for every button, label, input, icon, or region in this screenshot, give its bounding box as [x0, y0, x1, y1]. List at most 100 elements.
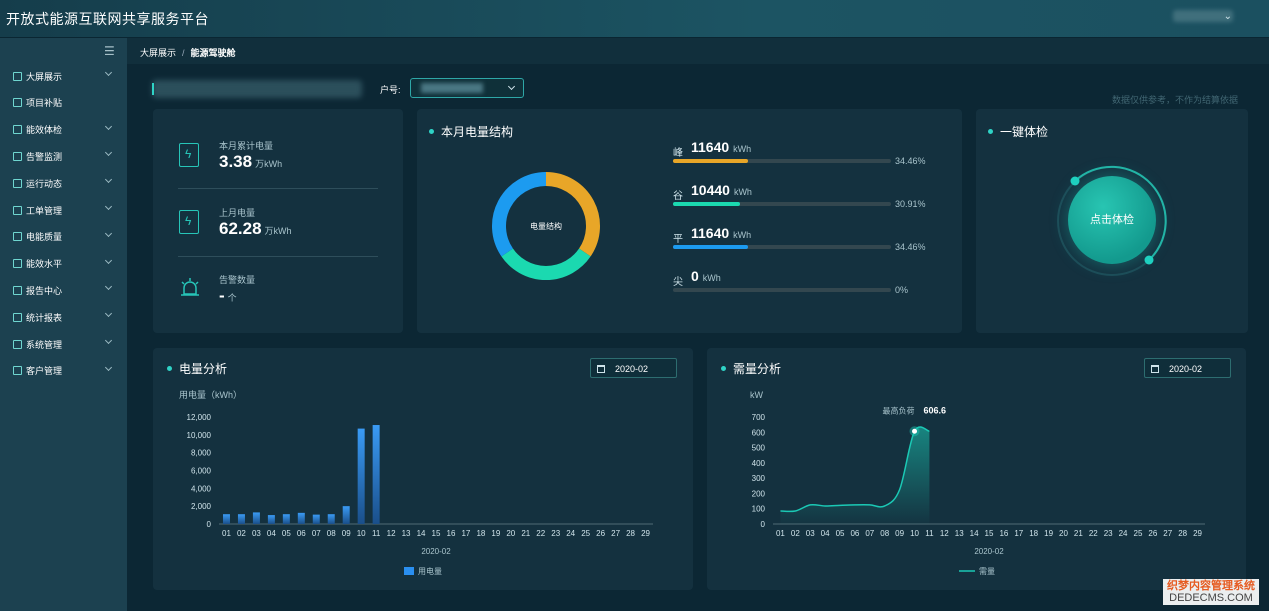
breadcrumb-separator: /	[182, 48, 185, 58]
watermark-line1: 织梦内容管理系统	[1167, 580, 1255, 592]
chevron-down-icon[interactable]: ⌄	[1223, 11, 1232, 22]
x-tick-label: 24	[566, 529, 575, 538]
x-tick-label: 04	[821, 529, 830, 538]
x-tick-label: 02	[237, 529, 246, 538]
y-tick-label: 12,000	[187, 413, 212, 422]
bar[interactable]	[267, 515, 275, 524]
donut-slice[interactable]	[501, 248, 591, 280]
rate-name: 平	[673, 234, 683, 245]
y-tick-label: 0	[761, 520, 766, 529]
account-value	[421, 83, 483, 93]
rate-progress-fill	[673, 202, 741, 206]
electric-meter-icon: ϟ	[179, 143, 199, 167]
x-tick-label: 23	[1104, 529, 1113, 538]
x-tick-label: 18	[476, 529, 485, 538]
stat-label: 上月电量	[219, 208, 256, 218]
customer-icon	[13, 366, 22, 376]
demand-line[interactable]	[780, 426, 930, 513]
rate-progress-track	[673, 202, 891, 206]
checkup-button[interactable]: 点击体检	[1068, 176, 1156, 264]
stat-value: -个	[219, 286, 237, 305]
donut-slice[interactable]	[545, 172, 600, 257]
grid-icon	[13, 125, 22, 135]
accent-bar	[152, 83, 154, 95]
sidebar-item[interactable]: 告警监测	[0, 146, 127, 166]
sidebar-item[interactable]: 客户管理	[0, 361, 127, 381]
stat-value: 62.28 万kWh	[219, 219, 292, 238]
sidebar-item[interactable]: 能效体检	[0, 120, 127, 140]
month-picker[interactable]: 2020-02	[1144, 358, 1231, 378]
sidebar-item[interactable]: 工单管理	[0, 200, 127, 220]
menu-collapse-icon[interactable]: ☰	[104, 44, 115, 58]
y-tick-label: 4,000	[191, 484, 212, 493]
demand-area-chart: kW 0 100 200 300 400 500 600 700 01 02 03 04 05 06 07 08…	[750, 390, 1205, 576]
bar[interactable]	[357, 428, 365, 524]
app-title: 开放式能源互联网共享服务平台	[6, 11, 209, 27]
x-tick-label: 29	[1193, 529, 1202, 538]
sidebar-item[interactable]: 报告中心	[0, 280, 127, 300]
rate-row: 平 11640 kWh 34.46%	[673, 225, 926, 255]
monitor-icon	[13, 71, 22, 81]
x-tick-label: 05	[836, 529, 845, 538]
bar[interactable]	[237, 514, 245, 524]
x-tick-label: 19	[1044, 529, 1053, 538]
breadcrumb-root[interactable]: 大屏展示	[140, 48, 177, 58]
y-tick-label: 700	[752, 413, 766, 422]
legend-label[interactable]: 用电量	[418, 566, 442, 576]
bar[interactable]	[252, 512, 260, 524]
x-tick-label: 22	[536, 529, 545, 538]
month-picker-value: 2020-02	[1169, 364, 1203, 374]
month-picker[interactable]: 2020-02	[590, 358, 677, 378]
y-tick-label: 300	[752, 474, 766, 483]
sidebar-item[interactable]: 运行动态	[0, 173, 127, 193]
sidebar-item-label: 电能质量	[26, 232, 63, 243]
chevron-down-icon	[104, 229, 113, 237]
x-tick-label: 15	[432, 529, 441, 538]
chevron-down-icon	[104, 202, 113, 211]
x-tick-label: 09	[342, 529, 351, 538]
chevron-down-icon	[104, 256, 113, 264]
rate-progress-track	[673, 159, 891, 163]
y-axis-label: 用电量（kWh）	[179, 389, 242, 400]
bar[interactable]	[312, 514, 320, 524]
x-tick-label: 19	[491, 529, 500, 538]
peak-marker[interactable]	[912, 428, 918, 434]
rate-value: 11640 kWh	[691, 225, 752, 241]
x-tick-label: 21	[1074, 529, 1083, 538]
sidebar-item-label: 大屏展示	[26, 71, 63, 82]
bar[interactable]	[222, 514, 230, 524]
bar[interactable]	[327, 514, 335, 524]
checkup-button-label: 点击体检	[1090, 214, 1134, 226]
x-tick-label: 23	[551, 529, 560, 538]
sidebar-item[interactable]: 系统管理	[0, 334, 127, 354]
account-select[interactable]	[410, 78, 524, 98]
account-label: 户号:	[380, 85, 401, 95]
list-icon	[13, 205, 22, 215]
sidebar-item[interactable]: 能效水平	[0, 254, 127, 274]
bar[interactable]	[342, 506, 350, 524]
y-tick-label: 500	[752, 444, 766, 453]
checkup-ring	[1057, 165, 1167, 276]
sidebar-item[interactable]: 电能质量	[0, 227, 127, 247]
peak-value: 606.6	[924, 405, 947, 415]
bar[interactable]	[282, 514, 290, 524]
stat-value: 3.38 万kWh	[219, 152, 283, 171]
x-tick-label: 28	[1178, 529, 1187, 538]
bar[interactable]	[297, 512, 305, 524]
donut-slice[interactable]	[492, 172, 547, 257]
x-tick-label: 09	[895, 529, 904, 538]
sidebar-item[interactable]: 统计报表	[0, 307, 127, 327]
x-tick-label: 16	[999, 529, 1008, 538]
bar[interactable]	[372, 425, 380, 524]
x-tick-label: 01	[222, 529, 231, 538]
disclaimer-text: 数据仅供参考，不作为结算依据	[1112, 95, 1239, 105]
divider	[178, 188, 378, 189]
y-tick-label: 600	[752, 428, 766, 437]
sidebar-item-label: 报告中心	[26, 285, 63, 296]
sidebar-item[interactable]: 项目补贴	[0, 93, 127, 113]
x-tick-label: 11	[925, 529, 934, 538]
legend-label[interactable]: 需量	[979, 567, 995, 576]
sidebar-item[interactable]: 大屏展示	[0, 66, 127, 86]
user-menu[interactable]	[1173, 10, 1233, 22]
sidebar-item-label: 客户管理	[26, 366, 63, 377]
